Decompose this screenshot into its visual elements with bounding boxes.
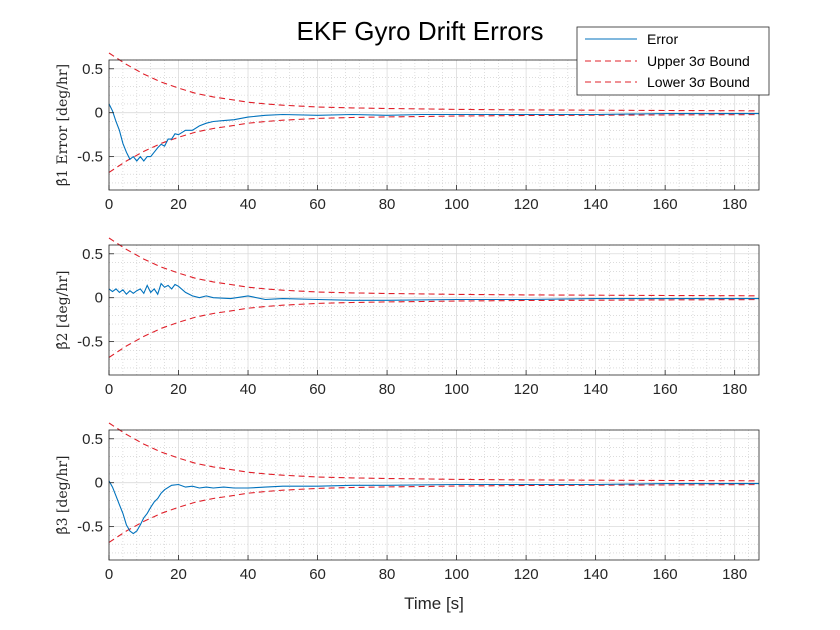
x-tick-label: 60 — [309, 566, 326, 583]
upper-bound-line — [108, 422, 760, 482]
y-tick-label: -0.5 — [77, 334, 103, 351]
x-tick-label: 80 — [379, 566, 396, 583]
y-axis-label: β̂1 Error [deg/hr] — [55, 64, 71, 186]
x-tick-label: 180 — [722, 381, 747, 398]
plot-area — [109, 430, 759, 560]
axes-box — [108, 429, 760, 561]
x-tick-label: 80 — [379, 196, 396, 213]
x-tick-label: 120 — [514, 196, 539, 213]
x-tick-label: 20 — [170, 196, 187, 213]
legend: Error Upper 3σ Bound Lower 3σ Bound — [576, 26, 770, 96]
x-tick-label: 160 — [653, 381, 678, 398]
legend-label: Error — [647, 31, 678, 47]
x-tick-label: 60 — [309, 381, 326, 398]
y-tick-label: -0.5 — [77, 519, 103, 536]
x-tick-label: 140 — [583, 381, 608, 398]
x-tick-label: 0 — [105, 566, 113, 583]
chart-title: EKF Gyro Drift Errors — [296, 16, 543, 46]
x-tick-label: 40 — [240, 196, 257, 213]
x-tick-label: 80 — [379, 381, 396, 398]
x-tick-label: 0 — [105, 381, 113, 398]
lower-bound-line — [108, 114, 760, 173]
x-tick-label: 180 — [722, 196, 747, 213]
subplot-beta3: 0 20 40 60 80 100 120 140 160 180 0.5 0 -0.5 β̂3 [deg… — [55, 422, 760, 583]
upper-bound-line — [108, 52, 760, 112]
upper-bound-line — [108, 237, 760, 297]
x-tick-label: 100 — [444, 566, 469, 583]
x-tick-label: 120 — [514, 566, 539, 583]
x-tick-label: 180 — [722, 566, 747, 583]
subplot-beta2: 0 20 40 60 80 100 120 140 160 180 0.5 0 -0.5 β̂2 [deg… — [55, 237, 760, 398]
y-axis-label: β̂3 [deg/hr] — [55, 455, 71, 534]
x-tick-label: 0 — [105, 196, 113, 213]
y-tick-label: 0 — [95, 105, 103, 122]
x-tick-label: 120 — [514, 381, 539, 398]
y-tick-label: 0 — [95, 290, 103, 307]
x-tick-label: 160 — [653, 196, 678, 213]
x-tick-label: 140 — [583, 196, 608, 213]
x-tick-label: 140 — [583, 566, 608, 583]
lower-bound-line — [108, 299, 760, 358]
y-tick-label: -0.5 — [77, 149, 103, 166]
x-axis-label: Time [s] — [404, 594, 464, 613]
error-line — [108, 480, 759, 535]
error-line — [108, 103, 759, 162]
axes-box — [108, 59, 760, 191]
y-tick-label: 0.5 — [82, 246, 103, 263]
x-tick-label: 60 — [309, 196, 326, 213]
y-tick-label: 0 — [95, 475, 103, 492]
error-line — [108, 282, 759, 301]
x-tick-label: 40 — [240, 381, 257, 398]
legend-label: Upper 3σ Bound — [647, 53, 750, 69]
y-axis-label: β̂2 [deg/hr] — [55, 270, 71, 349]
x-tick-label: 100 — [444, 196, 469, 213]
axes-box — [108, 244, 760, 376]
x-tick-label: 20 — [170, 566, 187, 583]
plot-area — [109, 245, 759, 375]
y-tick-label: 0.5 — [82, 431, 103, 448]
x-tick-label: 40 — [240, 566, 257, 583]
lower-bound-line — [108, 484, 760, 543]
x-tick-label: 160 — [653, 566, 678, 583]
y-tick-label: 0.5 — [82, 61, 103, 78]
x-tick-label: 100 — [444, 381, 469, 398]
legend-label: Lower 3σ Bound — [647, 74, 750, 90]
x-tick-label: 20 — [170, 381, 187, 398]
